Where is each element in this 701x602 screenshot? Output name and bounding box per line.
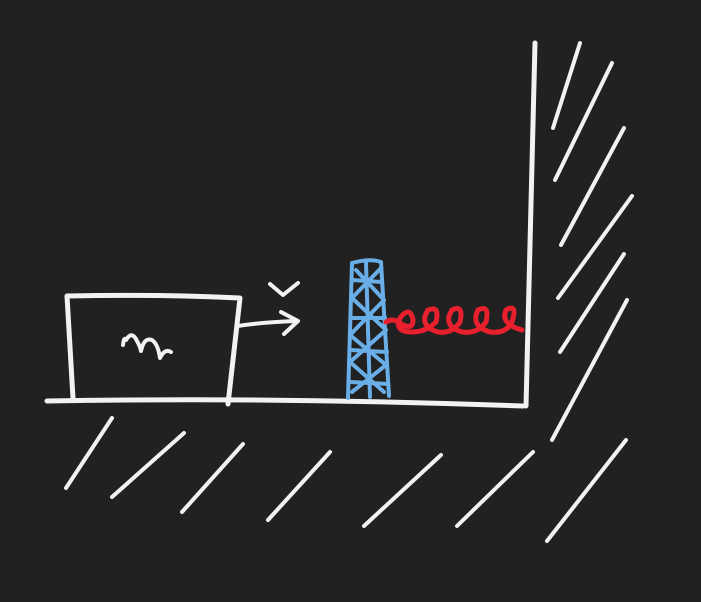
buffer-plate (346, 258, 391, 400)
spring (383, 305, 525, 335)
floor-line (44, 397, 526, 409)
velocity-arrow (236, 310, 300, 336)
mass-label-glyph (121, 333, 173, 360)
floor-hatching (64, 416, 628, 543)
mass-label: m (148, 347, 149, 349)
wall-line (523, 40, 538, 409)
velocity-label-glyph (268, 281, 300, 297)
wall-hatching (550, 41, 634, 442)
mass-block (64, 292, 243, 407)
